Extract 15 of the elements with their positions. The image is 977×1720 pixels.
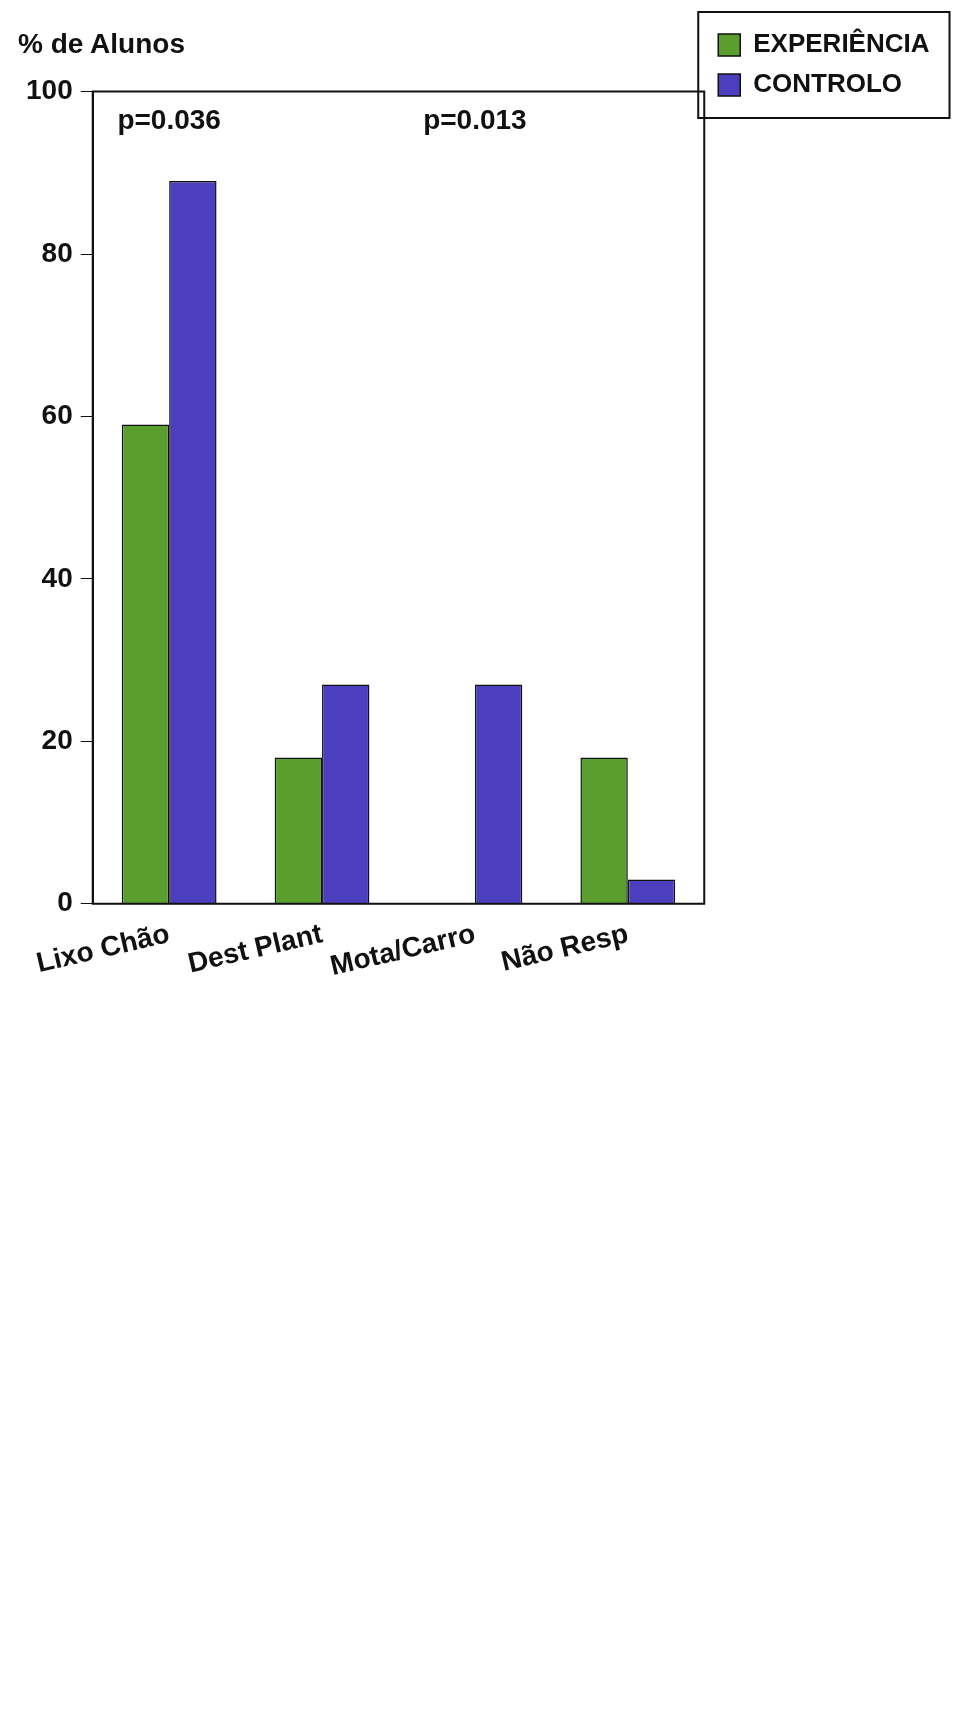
legend-label: CONTROLO xyxy=(753,68,903,99)
y-tick-label: 40 xyxy=(41,561,73,593)
y-tick-label: 0 xyxy=(57,886,73,918)
y-tick-label: 20 xyxy=(41,724,73,756)
x-tick-label: Não Resp xyxy=(498,917,631,977)
y-tick-label: 60 xyxy=(41,399,73,431)
x-tick-label: Dest Plant xyxy=(184,917,326,979)
y-tick-label: 80 xyxy=(41,236,73,268)
x-tick-label: Mota/Carro xyxy=(327,917,479,981)
x-tick-label: Lixo Chão xyxy=(33,917,173,979)
y-tick-label: 100 xyxy=(26,74,73,106)
annotation: p=0.036 xyxy=(117,104,221,136)
legend-label: EXPERIÊNCIA xyxy=(753,28,930,59)
y-axis-title: % de Alunos xyxy=(18,27,185,59)
annotation: p=0.013 xyxy=(423,104,527,136)
